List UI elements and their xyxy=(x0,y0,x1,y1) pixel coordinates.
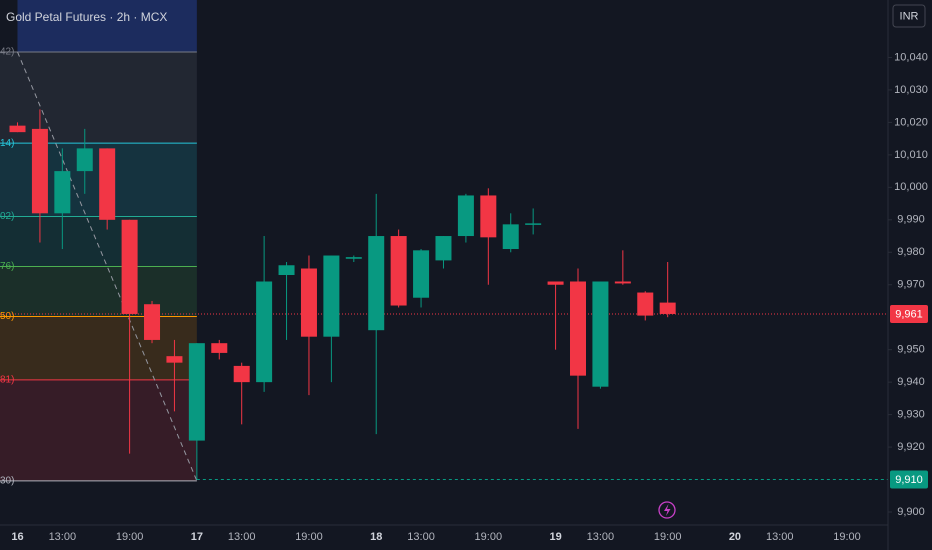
candle-body xyxy=(570,281,586,376)
x-tick-label: 19:00 xyxy=(833,531,861,543)
candle-body xyxy=(435,236,452,261)
candle-body xyxy=(390,236,407,306)
y-tick-label: 9,970 xyxy=(897,279,925,291)
candle-body xyxy=(31,128,48,214)
y-tick-label: 9,980 xyxy=(897,246,925,258)
candle-body xyxy=(413,250,430,298)
fib-zone xyxy=(0,51,197,144)
y-tick-label: 9,920 xyxy=(897,441,925,453)
x-tick-label: 13:00 xyxy=(228,531,256,543)
fib-label: 02) xyxy=(0,211,14,222)
fib-zone xyxy=(0,216,197,267)
candle-body xyxy=(323,255,340,337)
fib-label: 76) xyxy=(0,261,14,272)
fib-zone xyxy=(0,316,197,380)
x-tick-label: 13:00 xyxy=(587,531,615,543)
y-tick-label: 10,040 xyxy=(894,51,928,63)
x-tick-label: 20 xyxy=(729,531,741,543)
chart-title: Gold Petal Futures · 2h · MCX xyxy=(6,10,167,24)
candle-body xyxy=(233,365,250,383)
y-tick-label: 10,010 xyxy=(894,149,928,161)
candle-body xyxy=(368,236,385,331)
candle-body xyxy=(99,148,116,220)
x-tick-label: 19 xyxy=(549,531,561,543)
candle-body xyxy=(256,281,273,383)
x-tick-label: 18 xyxy=(370,531,382,543)
lightning-icon[interactable] xyxy=(658,501,676,519)
candle-body xyxy=(211,343,228,353)
fib-label: 14) xyxy=(0,138,14,149)
candle-body xyxy=(659,302,676,314)
candle-body xyxy=(121,219,138,314)
currency-button[interactable] xyxy=(892,4,926,28)
candle-body xyxy=(300,268,317,337)
candle-body xyxy=(637,292,654,316)
y-tick-label: 9,930 xyxy=(897,409,925,421)
candle-body xyxy=(480,195,497,238)
y-tick-label: 9,940 xyxy=(897,376,925,388)
candle-body xyxy=(345,257,362,259)
price-label: 9,910 xyxy=(895,474,923,486)
x-tick-label: 13:00 xyxy=(766,531,794,543)
y-tick-label: 9,990 xyxy=(897,214,925,226)
x-tick-label: 19:00 xyxy=(475,531,503,543)
x-tick-label: 19:00 xyxy=(295,531,323,543)
x-tick-label: 19:00 xyxy=(654,531,682,543)
candle-body xyxy=(166,356,183,363)
fib-label: 50) xyxy=(0,311,14,322)
candle-body xyxy=(9,125,26,133)
currency-label: INR xyxy=(900,10,919,22)
fib-label: 30) xyxy=(0,475,14,486)
y-tick-label: 10,030 xyxy=(894,84,928,96)
y-tick-label: 10,000 xyxy=(894,181,928,193)
x-tick-label: 13:00 xyxy=(49,531,77,543)
fib-zone xyxy=(0,143,197,217)
candle-body xyxy=(525,223,542,225)
candle-body xyxy=(457,195,474,237)
candle-body xyxy=(144,304,161,340)
fib-label: 42) xyxy=(0,47,14,58)
x-tick-label: 17 xyxy=(191,531,203,543)
candle-body xyxy=(278,265,295,275)
x-tick-label: 13:00 xyxy=(407,531,435,543)
y-tick-label: 9,950 xyxy=(897,344,925,356)
y-tick-label: 9,900 xyxy=(897,506,925,518)
price-label-box xyxy=(890,304,928,323)
fib-label: 81) xyxy=(0,375,14,386)
x-tick-label: 16 xyxy=(11,531,23,543)
price-label: 9,961 xyxy=(895,308,923,320)
candle-body xyxy=(547,281,564,285)
fib-trend xyxy=(17,51,198,482)
candle-body xyxy=(76,148,93,172)
candle-body xyxy=(592,281,609,387)
candle-body xyxy=(614,281,631,284)
price-label-box xyxy=(890,470,928,489)
y-tick-label: 10,020 xyxy=(894,116,928,128)
candle-body xyxy=(54,171,71,214)
candle-body xyxy=(188,343,205,441)
candle-body xyxy=(502,224,519,250)
fib-zone xyxy=(0,379,197,481)
x-tick-label: 19:00 xyxy=(116,531,144,543)
range-highlight xyxy=(17,0,197,52)
fib-zone xyxy=(0,266,197,317)
